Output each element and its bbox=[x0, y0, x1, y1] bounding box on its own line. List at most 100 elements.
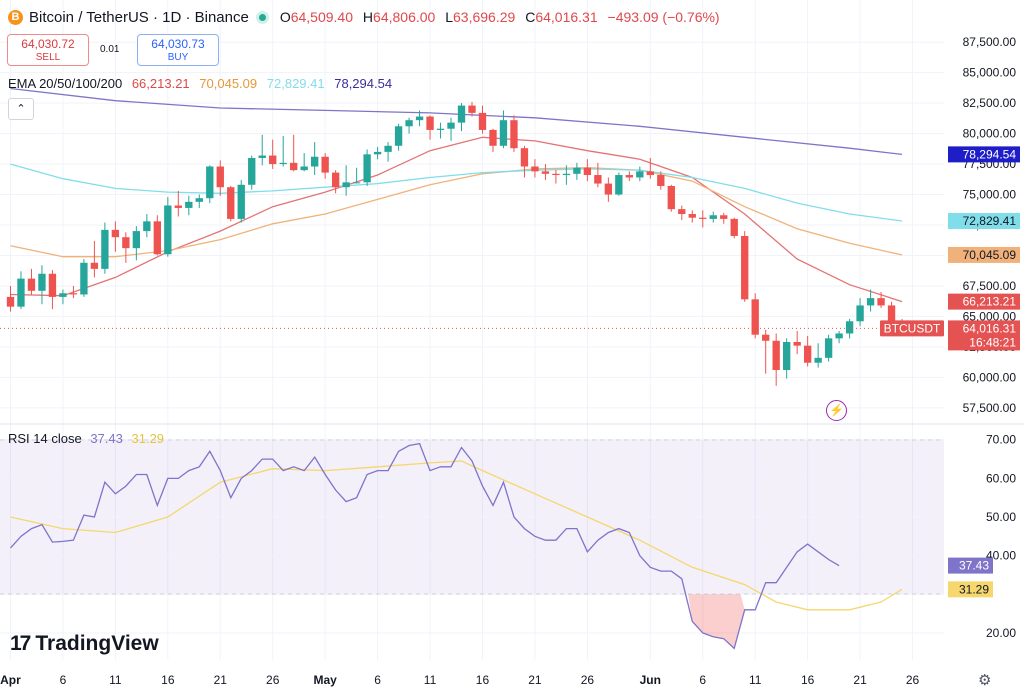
candle bbox=[489, 128, 497, 152]
candle bbox=[310, 142, 319, 176]
candle bbox=[793, 331, 801, 355]
candle-body bbox=[835, 333, 843, 339]
candle-body bbox=[122, 237, 130, 249]
ema20-value: 66,213.21 bbox=[131, 76, 190, 91]
ema-price-tag-label: 78,294.54 bbox=[963, 147, 1017, 161]
candle-body bbox=[174, 205, 182, 208]
close-value: 64,016.31 bbox=[535, 9, 598, 25]
candle bbox=[741, 231, 749, 302]
candle bbox=[583, 159, 592, 182]
candle bbox=[510, 115, 518, 152]
ema-price-tag bbox=[948, 146, 1020, 163]
candle bbox=[69, 285, 78, 299]
symbol-title[interactable]: Bitcoin / TetherUS · 1D · Binance bbox=[29, 8, 249, 26]
candle bbox=[772, 333, 780, 386]
sell-button[interactable]: 64,030.72 SELL bbox=[7, 34, 89, 66]
candle-body bbox=[69, 293, 78, 295]
time-tick-label: 6 bbox=[699, 673, 706, 687]
candle-body bbox=[478, 112, 487, 130]
candle bbox=[195, 194, 203, 208]
candle-body bbox=[300, 166, 308, 171]
candle bbox=[562, 165, 571, 185]
candle-body bbox=[415, 116, 424, 121]
candle-body bbox=[394, 126, 403, 146]
candle bbox=[782, 338, 791, 379]
rsi-legend[interactable]: RSI 14 close 37.43 31.29 bbox=[8, 431, 169, 446]
candle-body bbox=[17, 278, 25, 307]
candle-body bbox=[331, 172, 340, 188]
candle-body bbox=[541, 171, 550, 174]
time-tick-label: 26 bbox=[266, 673, 280, 687]
candle-body bbox=[782, 342, 791, 371]
candle bbox=[38, 265, 46, 305]
rsi-tick-label: 20.00 bbox=[986, 626, 1016, 640]
candle-body bbox=[132, 231, 141, 249]
candle-body bbox=[877, 298, 885, 306]
buy-button[interactable]: 64,030.73 BUY bbox=[137, 34, 219, 66]
high-value: 64,806.00 bbox=[373, 9, 436, 25]
candle bbox=[101, 222, 109, 274]
candle bbox=[352, 167, 361, 184]
price-tick-label: 82,500.00 bbox=[963, 96, 1017, 110]
candle bbox=[153, 215, 162, 256]
candle-body bbox=[90, 262, 99, 269]
candle-body bbox=[216, 166, 224, 188]
candle bbox=[499, 110, 508, 149]
candle bbox=[143, 214, 151, 238]
candle-body bbox=[636, 171, 644, 178]
ema-price-tag bbox=[948, 212, 1020, 229]
candle bbox=[762, 329, 770, 374]
ema100-value: 72,829.41 bbox=[266, 76, 325, 91]
candle bbox=[290, 134, 298, 172]
candle bbox=[405, 117, 413, 134]
candle bbox=[531, 159, 539, 178]
ema200-value: 78,294.54 bbox=[334, 76, 393, 91]
time-tick-label: 11 bbox=[424, 673, 437, 687]
candle-body bbox=[342, 182, 350, 188]
buy-label: BUY bbox=[167, 52, 189, 63]
candle bbox=[164, 196, 172, 257]
candle-body bbox=[457, 105, 466, 123]
candle-body bbox=[678, 209, 686, 215]
last-price-value: 64,016.31 bbox=[963, 321, 1017, 335]
candle bbox=[394, 123, 403, 151]
high-label: H bbox=[362, 9, 374, 25]
candle bbox=[384, 142, 392, 162]
candle-body bbox=[688, 214, 696, 218]
candle-body bbox=[793, 342, 801, 346]
rsi-ma-line bbox=[10, 460, 903, 611]
candle-body bbox=[814, 357, 822, 363]
ema-price-tag bbox=[948, 246, 1020, 263]
price-tick-label: 80,000.00 bbox=[963, 127, 1017, 141]
ema-price-tag-label: 70,045.09 bbox=[963, 248, 1017, 262]
candle-body bbox=[845, 321, 854, 334]
candle bbox=[6, 285, 15, 312]
candle bbox=[174, 190, 182, 217]
candle bbox=[457, 103, 466, 132]
candle bbox=[185, 195, 193, 216]
candle bbox=[90, 240, 99, 278]
rsi-ma-value: 31.29 bbox=[131, 431, 165, 446]
candle bbox=[122, 232, 130, 263]
ema-legend[interactable]: EMA 20/50/100/200 66,213.21 70,045.09 72… bbox=[8, 76, 398, 91]
ema50-value: 70,045.09 bbox=[199, 76, 258, 91]
candle bbox=[331, 170, 340, 194]
candle bbox=[573, 162, 581, 180]
candle-body bbox=[195, 198, 203, 202]
price-tick-label: 57,500.00 bbox=[963, 401, 1017, 415]
lightning-icon[interactable]: ⚡ bbox=[826, 400, 847, 421]
gear-icon[interactable]: ⚙ bbox=[978, 672, 992, 689]
candle bbox=[206, 165, 214, 204]
candle-body bbox=[101, 229, 109, 269]
chevron-up-icon[interactable]: ⌃ bbox=[8, 98, 34, 120]
price-tick-label: 60,000.00 bbox=[963, 370, 1017, 384]
candle-body bbox=[436, 128, 445, 130]
candle bbox=[877, 292, 885, 308]
tradingview-wordmark: TradingView bbox=[35, 632, 159, 655]
candle-body bbox=[310, 156, 319, 167]
candle-body bbox=[751, 299, 759, 335]
candle-body bbox=[615, 175, 623, 195]
candle-body bbox=[363, 154, 371, 183]
candle-body bbox=[803, 345, 812, 363]
